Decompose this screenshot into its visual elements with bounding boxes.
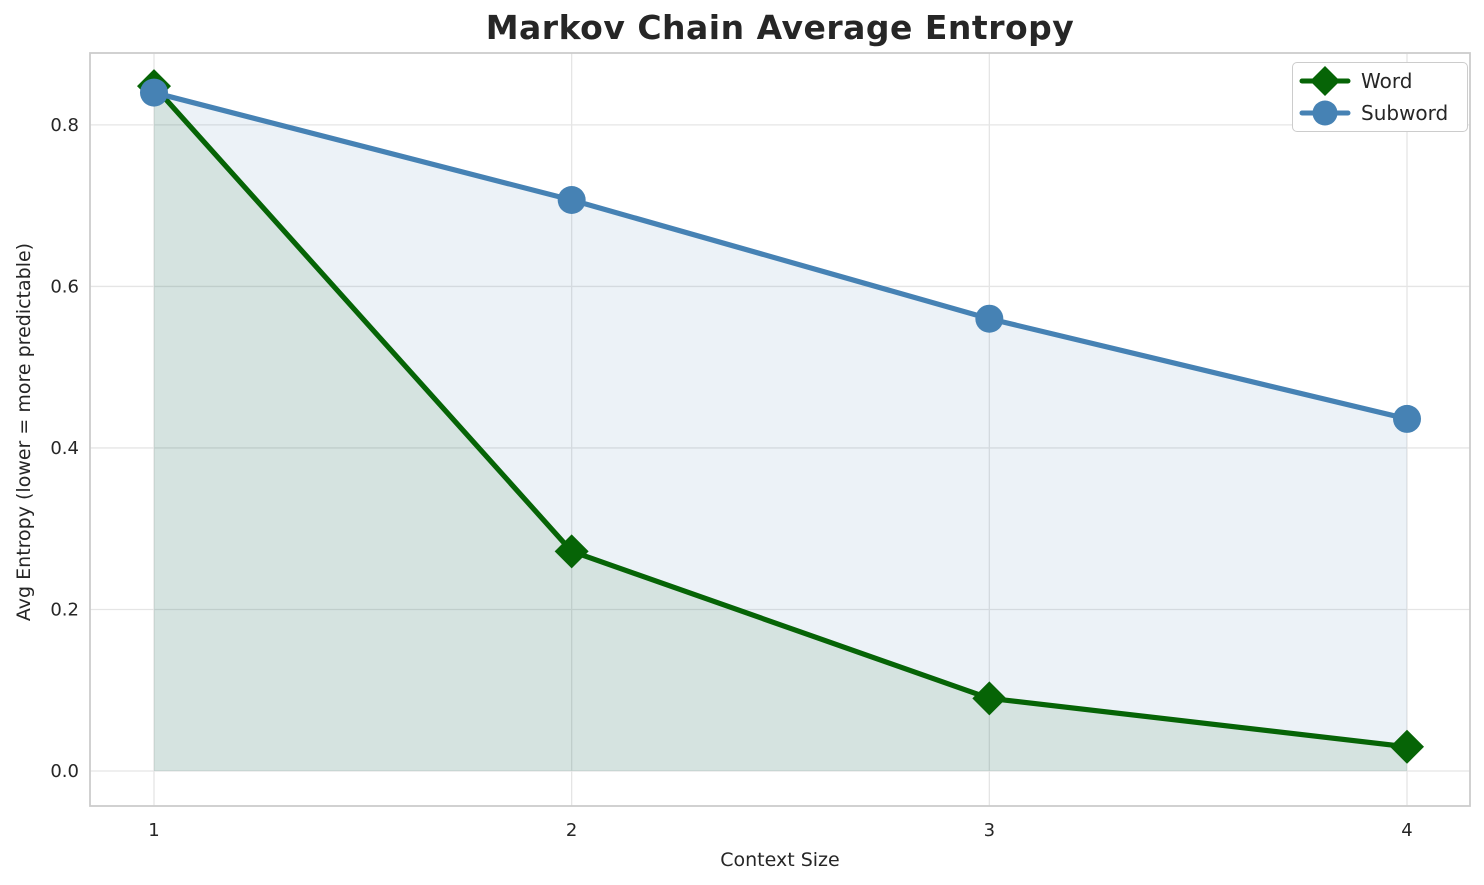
y-tick-label: 0.8 (50, 115, 79, 136)
word-data-point-diamond-icon (1390, 729, 1425, 764)
chart-title: Markov Chain Average Entropy (485, 8, 1075, 47)
legend-item-word: Word (1299, 65, 1459, 97)
x-tick-label: 3 (984, 820, 995, 841)
subword-data-point-circle-icon (1393, 404, 1422, 433)
x-tick-label: 4 (1401, 820, 1412, 841)
y-axis-label: Avg Entropy (lower = more predictable) (13, 242, 35, 622)
fill-area-word (153, 86, 1408, 772)
x-tick-label: 1 (148, 820, 159, 841)
fill-area-subword (153, 92, 1408, 772)
subword-data-point-circle-icon (975, 304, 1004, 333)
word-data-point-diamond-icon (972, 681, 1007, 716)
y-tick-label: 0.4 (50, 438, 79, 459)
x-axis-label: Context Size (720, 849, 840, 871)
y-tick-label: 0.0 (50, 761, 79, 782)
subword-data-point-circle-icon (139, 78, 168, 107)
legend-item-subword: Subword (1299, 97, 1459, 129)
series-line-subword (151, 89, 1410, 422)
series-line-word (151, 83, 1410, 750)
legend-label: Word (1361, 69, 1413, 93)
legend: Word Subword (1292, 62, 1468, 132)
legend-marker-subword (1299, 100, 1351, 126)
y-tick-label: 0.6 (50, 276, 79, 297)
x-tick-label: 2 (566, 820, 577, 841)
diamond-icon (1310, 66, 1340, 96)
legend-label: Subword (1361, 101, 1449, 125)
legend-marker-word (1299, 66, 1351, 96)
subword-data-point-circle-icon (557, 185, 586, 214)
circle-icon (1312, 100, 1338, 126)
plot-border (89, 52, 1471, 807)
y-tick-label: 0.2 (50, 599, 79, 620)
word-data-point-diamond-icon (554, 534, 589, 569)
